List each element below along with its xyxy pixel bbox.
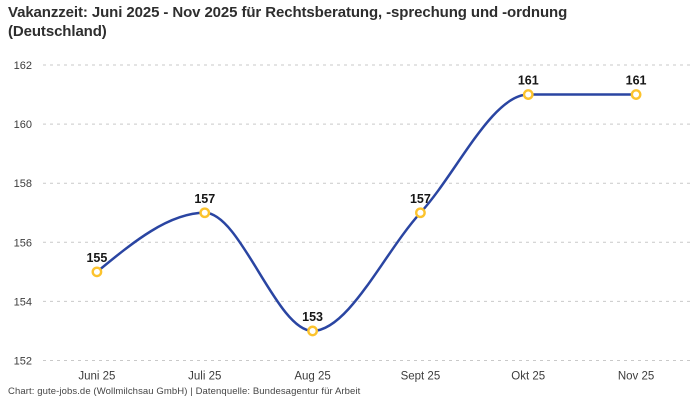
data-point-marker <box>630 89 642 100</box>
data-point-label: 157 <box>410 192 431 206</box>
y-tick-label: 158 <box>14 178 32 190</box>
y-tick-label: 156 <box>14 237 32 249</box>
y-tick-label: 152 <box>14 356 32 368</box>
data-point-label: 161 <box>518 74 539 88</box>
x-tick-label: Okt 25 <box>511 371 545 383</box>
data-point-label: 157 <box>194 192 215 206</box>
data-point-marker <box>307 325 318 337</box>
data-point-marker <box>199 207 211 219</box>
data-point-label: 153 <box>302 310 323 324</box>
data-point-marker <box>91 266 103 278</box>
data-point-label: 161 <box>626 74 647 88</box>
x-tick-label: Juni 25 <box>78 371 115 383</box>
x-tick-label: Aug 25 <box>294 371 330 383</box>
data-point-marker <box>415 207 426 219</box>
y-tick-label: 162 <box>14 60 32 72</box>
chart-attribution: Chart: gute-jobs.de (Wollmilchsau GmbH) … <box>8 386 361 397</box>
x-tick-label: Nov 25 <box>618 371 654 383</box>
x-tick-label: Juli 25 <box>188 371 221 383</box>
x-tick-label: Sept 25 <box>401 371 441 383</box>
data-point-marker <box>522 89 534 100</box>
trend-line <box>95 93 638 333</box>
y-tick-label: 160 <box>14 119 32 131</box>
chart-title: Vakanzzeit: Juni 2025 - Nov 2025 für Rec… <box>8 4 568 40</box>
data-point-label: 155 <box>86 251 107 265</box>
y-tick-label: 154 <box>14 296 32 308</box>
